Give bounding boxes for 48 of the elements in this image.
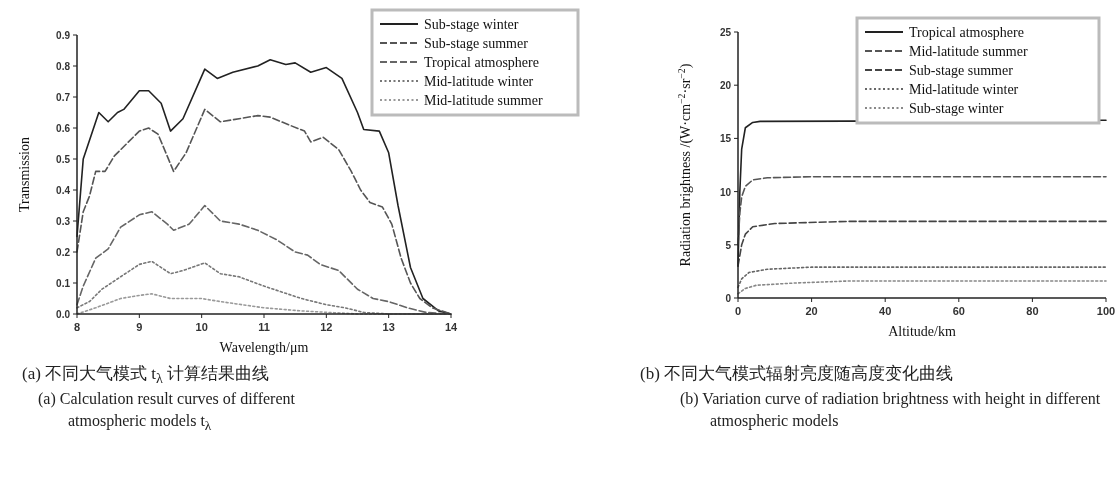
- x-tick-label: 11: [258, 321, 270, 333]
- legend-label: Sub-stage summer: [909, 63, 1014, 78]
- x-tick-label: 40: [879, 305, 892, 317]
- x-tick-label: 0: [734, 305, 742, 317]
- legend-label: Mid-latitude summer: [909, 44, 1028, 59]
- line-series: [737, 280, 1107, 295]
- y-tick-label: 0.6: [56, 123, 71, 134]
- y-tick-label: 0.2: [56, 247, 71, 258]
- legend-label: Mid-latitude summer: [424, 93, 543, 108]
- x-axis-title: Altitude/km: [888, 324, 956, 339]
- x-tick-label: 13: [382, 321, 395, 333]
- legend-label: Sub-stage summer: [424, 36, 529, 51]
- legend-label: Mid-latitude winter: [424, 74, 534, 89]
- y-tick-label: 5: [725, 239, 732, 251]
- x-tick-label: 12: [320, 321, 333, 333]
- y-tick-label: 0.3: [56, 216, 71, 227]
- y-tick-label: 0: [725, 293, 732, 304]
- y-tick-label: 10: [719, 186, 732, 198]
- y-tick-label: 0.5: [56, 154, 71, 165]
- y-tick-label: 0.0: [56, 309, 71, 320]
- y-tick-label: 0.1: [56, 278, 71, 289]
- y-tick-label: 0.4: [56, 185, 71, 196]
- x-tick-label: 100: [1096, 305, 1116, 317]
- y-tick-label: 25: [719, 27, 732, 38]
- x-tick-label: 80: [1026, 305, 1039, 317]
- legend-label: Sub-stage winter: [424, 17, 519, 32]
- x-tick-label: 20: [805, 305, 818, 317]
- text: (b) 不同大气模式辐射亮度随高度变化曲线: [640, 363, 954, 385]
- x-tick-label: 60: [952, 305, 965, 317]
- y-tick-label: 0.7: [56, 92, 71, 103]
- x-tick-label: 14: [444, 321, 458, 333]
- y-tick-label: 20: [719, 80, 732, 92]
- x-tick-label: 10: [195, 321, 208, 333]
- y-tick-label: 15: [719, 133, 732, 145]
- legend-label: Tropical atmosphere: [424, 55, 539, 70]
- x-tick-label: 9: [136, 321, 143, 333]
- legend-label: Sub-stage winter: [909, 101, 1004, 116]
- legend-label: Mid-latitude winter: [909, 82, 1019, 97]
- y-tick-label: 0.8: [56, 61, 71, 72]
- x-tick-label: 8: [73, 321, 81, 333]
- y-tick-label: 0.9: [56, 30, 71, 41]
- text: (b) Variation curve of radiation brightness with height in different atmospheric models: [680, 389, 1102, 432]
- legend-label: Tropical atmosphere: [909, 25, 1024, 40]
- text: (a) 不同大气模式 t$_{λ}$ 计算结果曲线: [22, 363, 270, 388]
- y-axis-title: Transmission: [17, 137, 32, 212]
- line-series: [737, 266, 1107, 289]
- x-axis-title: Wavelength/μm: [219, 340, 309, 355]
- text: (a) Calculation result curves of different atmospheric models t$_{λ}$: [38, 389, 296, 436]
